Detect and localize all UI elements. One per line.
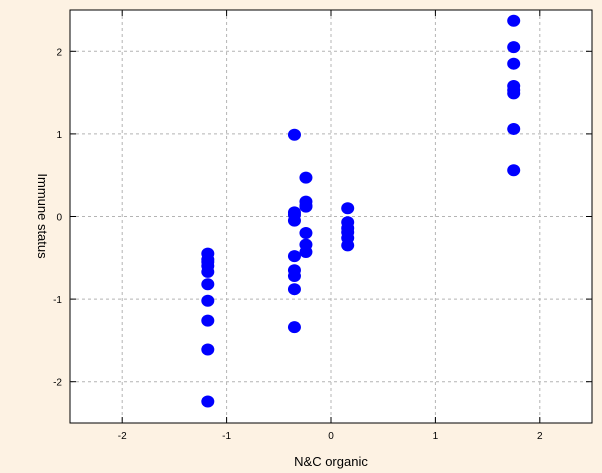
data-point — [299, 171, 313, 184]
y-axis-title: Immune status — [35, 173, 50, 259]
data-point — [507, 122, 521, 135]
y-axis-ticks: -2 -1 0 1 2 — [53, 47, 592, 389]
data-point — [287, 206, 301, 219]
data-point — [299, 227, 313, 240]
grid — [70, 10, 592, 423]
x-tick-label: 1 — [433, 431, 439, 442]
x-tick-label: 2 — [537, 431, 543, 442]
data-point — [507, 57, 521, 70]
x-axis-ticks: -2 -1 0 1 2 — [118, 10, 543, 442]
data-point — [201, 343, 215, 356]
y-tick-label: -2 — [53, 378, 62, 389]
x-tick-label: -1 — [222, 431, 231, 442]
x-tick-label: -2 — [118, 431, 127, 442]
y-tick-label: 0 — [56, 213, 62, 224]
y-tick-label: 2 — [56, 47, 62, 58]
data-point — [299, 199, 313, 212]
data-point — [287, 128, 301, 141]
data-point — [201, 395, 215, 408]
data-point — [201, 278, 215, 291]
data-points — [201, 14, 521, 408]
x-tick-label: 0 — [328, 431, 334, 442]
data-point — [287, 214, 301, 227]
y-tick-label: 1 — [56, 130, 62, 141]
data-point — [287, 283, 301, 296]
data-point — [341, 202, 355, 215]
data-point — [299, 246, 313, 259]
data-point — [287, 250, 301, 263]
data-point — [507, 87, 521, 100]
data-point — [287, 269, 301, 282]
data-point — [201, 294, 215, 307]
x-axis-title: N&C organic — [294, 454, 368, 469]
data-point — [507, 164, 521, 177]
data-point — [287, 321, 301, 334]
data-point — [341, 239, 355, 252]
data-point — [507, 14, 521, 27]
data-point — [201, 265, 215, 278]
y-tick-label: -1 — [53, 295, 62, 306]
data-point — [201, 255, 215, 268]
data-point — [507, 41, 521, 54]
data-point — [201, 314, 215, 327]
